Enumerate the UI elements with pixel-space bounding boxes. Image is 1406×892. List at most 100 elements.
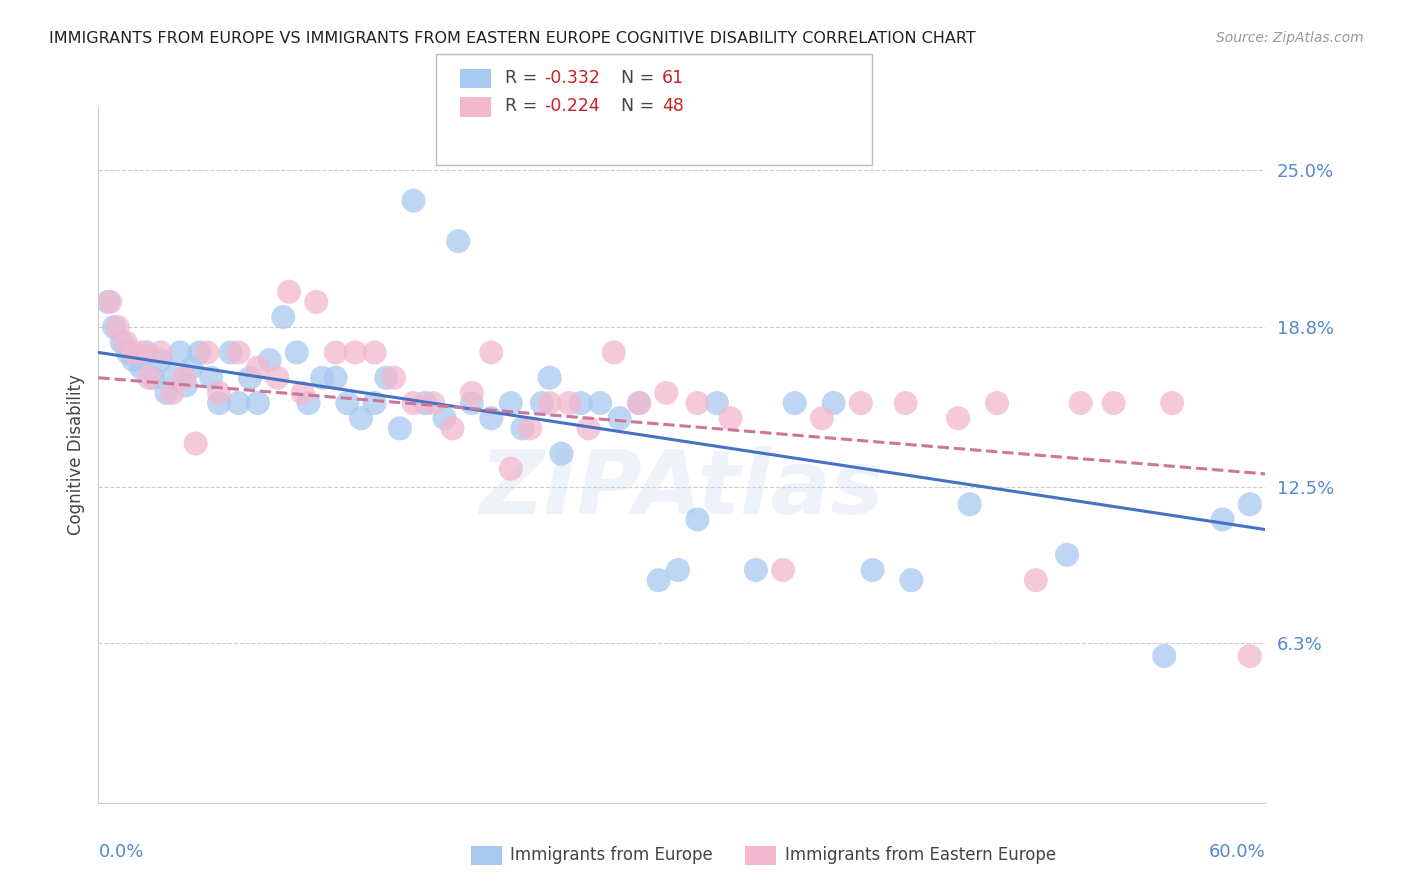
Point bbox=[894, 396, 917, 410]
Text: -0.224: -0.224 bbox=[544, 97, 600, 115]
Point bbox=[208, 386, 231, 401]
Point bbox=[228, 396, 250, 410]
Point bbox=[271, 310, 294, 324]
Point bbox=[162, 386, 184, 401]
Point bbox=[1239, 648, 1261, 663]
Point bbox=[706, 396, 728, 410]
Point bbox=[1153, 648, 1175, 663]
Point bbox=[862, 563, 884, 577]
Point bbox=[422, 396, 444, 410]
Point bbox=[97, 294, 120, 309]
Point bbox=[441, 421, 464, 435]
Point bbox=[499, 462, 522, 476]
Point bbox=[628, 396, 651, 410]
Point bbox=[461, 386, 484, 401]
Point bbox=[959, 497, 981, 511]
Text: IMMIGRANTS FROM EUROPE VS IMMIGRANTS FROM EASTERN EUROPE COGNITIVE DISABILITY CO: IMMIGRANTS FROM EUROPE VS IMMIGRANTS FRO… bbox=[49, 31, 976, 46]
Text: N =: N = bbox=[610, 69, 659, 87]
Point bbox=[173, 370, 195, 384]
Point bbox=[1070, 396, 1092, 410]
Point bbox=[569, 396, 592, 410]
Point bbox=[184, 436, 207, 450]
Point bbox=[200, 370, 222, 384]
Point bbox=[811, 411, 834, 425]
Point bbox=[686, 396, 709, 410]
Point bbox=[246, 360, 269, 375]
Point bbox=[538, 370, 561, 384]
Point bbox=[413, 396, 436, 410]
Point bbox=[266, 370, 288, 384]
Point bbox=[278, 285, 301, 299]
Point bbox=[363, 396, 385, 410]
Text: -0.332: -0.332 bbox=[544, 69, 600, 87]
Point bbox=[285, 345, 308, 359]
Point bbox=[122, 353, 145, 368]
Text: Source: ZipAtlas.com: Source: ZipAtlas.com bbox=[1216, 31, 1364, 45]
Point bbox=[129, 360, 152, 375]
Point bbox=[1102, 396, 1125, 410]
Point bbox=[188, 345, 211, 359]
Point bbox=[174, 378, 197, 392]
Point bbox=[946, 411, 969, 425]
Point bbox=[155, 386, 177, 401]
Point bbox=[589, 396, 612, 410]
Point bbox=[603, 345, 626, 359]
Point bbox=[686, 512, 709, 526]
Point bbox=[402, 194, 425, 208]
Point bbox=[305, 294, 328, 309]
Point bbox=[479, 411, 502, 425]
Point bbox=[900, 573, 922, 587]
Point bbox=[138, 370, 160, 384]
Point bbox=[433, 411, 456, 425]
Text: 0.0%: 0.0% bbox=[98, 843, 143, 861]
Text: N =: N = bbox=[610, 97, 659, 115]
Text: Immigrants from Eastern Europe: Immigrants from Eastern Europe bbox=[785, 847, 1056, 864]
Point bbox=[297, 396, 319, 410]
Point bbox=[111, 335, 134, 350]
Point bbox=[291, 386, 314, 401]
Point bbox=[350, 411, 373, 425]
Point bbox=[142, 370, 165, 384]
Point bbox=[388, 421, 411, 435]
Point bbox=[246, 396, 269, 410]
Point bbox=[180, 360, 202, 375]
Text: 61: 61 bbox=[662, 69, 685, 87]
Point bbox=[363, 345, 385, 359]
Point bbox=[107, 320, 129, 334]
Point bbox=[122, 345, 145, 359]
Point bbox=[1239, 497, 1261, 511]
Point bbox=[325, 345, 347, 359]
Point bbox=[647, 573, 669, 587]
Point bbox=[558, 396, 581, 410]
Point bbox=[578, 421, 600, 435]
Y-axis label: Cognitive Disability: Cognitive Disability bbox=[66, 375, 84, 535]
Point bbox=[239, 370, 262, 384]
Point bbox=[117, 345, 139, 359]
Point bbox=[550, 447, 572, 461]
Point bbox=[162, 370, 184, 384]
Point bbox=[447, 234, 470, 248]
Point bbox=[849, 396, 872, 410]
Point bbox=[655, 386, 678, 401]
Point bbox=[986, 396, 1008, 410]
Point bbox=[336, 396, 359, 410]
Point bbox=[772, 563, 794, 577]
Point bbox=[195, 345, 218, 359]
Point bbox=[325, 370, 347, 384]
Point bbox=[114, 335, 136, 350]
Point bbox=[1161, 396, 1184, 410]
Point bbox=[519, 421, 541, 435]
Text: 60.0%: 60.0% bbox=[1209, 843, 1265, 861]
Point bbox=[311, 370, 333, 384]
Point bbox=[129, 345, 152, 359]
Point bbox=[745, 563, 768, 577]
Point bbox=[259, 353, 281, 368]
Point bbox=[149, 345, 172, 359]
Point bbox=[1025, 573, 1047, 587]
Point bbox=[219, 345, 242, 359]
Point bbox=[103, 320, 125, 334]
Point bbox=[538, 396, 561, 410]
Point bbox=[628, 396, 651, 410]
Point bbox=[479, 345, 502, 359]
Point bbox=[720, 411, 742, 425]
